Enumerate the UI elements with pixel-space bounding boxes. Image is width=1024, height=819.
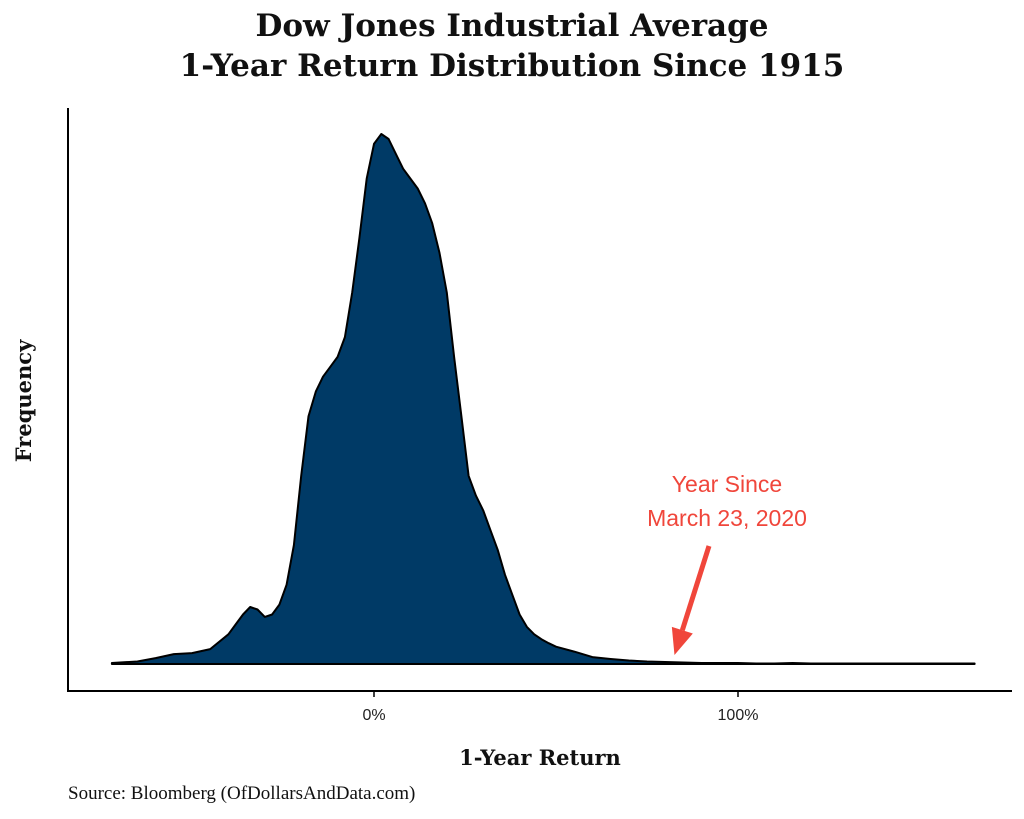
density-area-series-0 [110, 133, 976, 665]
y-axis-title: Frequency [11, 339, 36, 462]
annotation-line-1: Year Since [672, 471, 782, 497]
annotation-line-2: March 23, 2020 [647, 505, 807, 531]
x-tick-label-1: 100% [718, 707, 759, 724]
annotation-group: Year Since March 23, 2020 [647, 471, 807, 655]
density-area-layer [110, 133, 976, 665]
chart-title: Dow Jones Industrial Average 1-Year Retu… [0, 6, 1024, 86]
annotation-arrow-shaft [679, 545, 712, 631]
x-tick-label-0: 0% [362, 707, 385, 724]
annotation-arrow-head [671, 626, 693, 655]
x-axis-title: 1-Year Return [459, 745, 621, 770]
chart-title-line-1: Dow Jones Industrial Average [255, 8, 769, 44]
x-tick-layer: 0% 100% [362, 691, 758, 724]
source-note: Source: Bloomberg (OfDollarsAndData.com) [68, 783, 416, 804]
chart-title-line-2: 1-Year Return Distribution Since 1915 [179, 48, 845, 84]
